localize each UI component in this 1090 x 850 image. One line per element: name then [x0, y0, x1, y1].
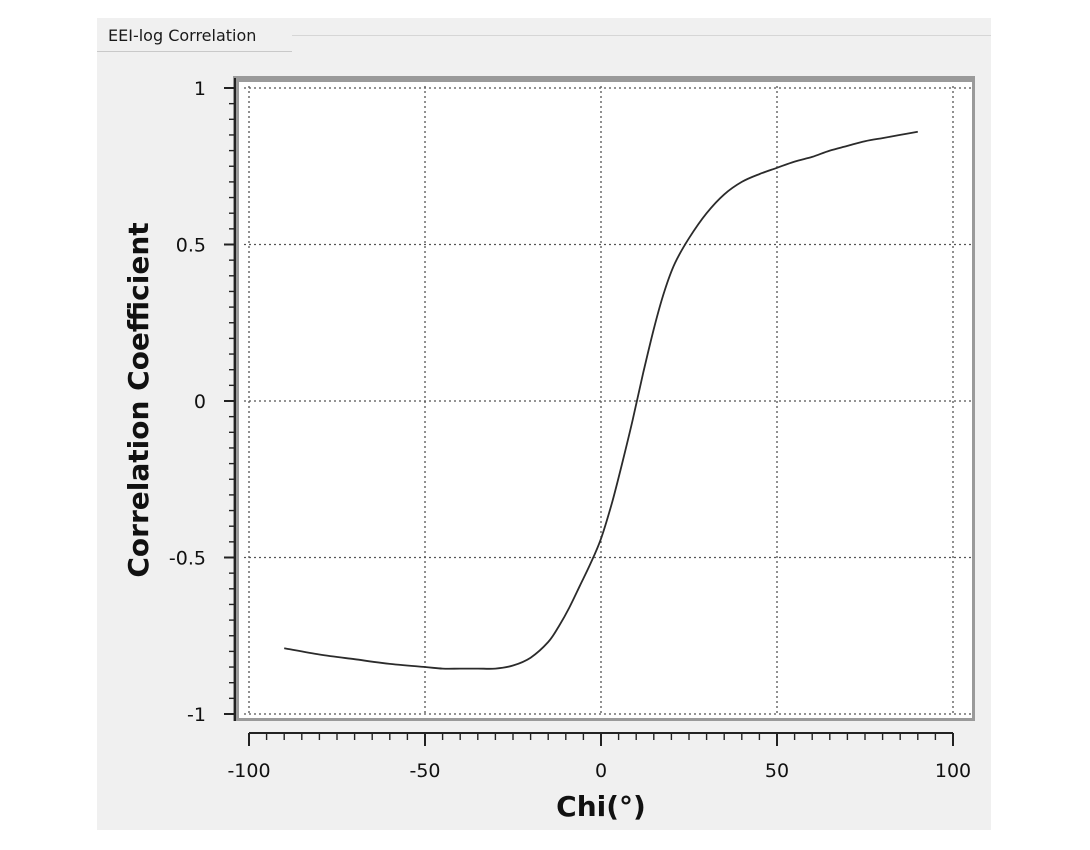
grid-layer — [244, 86, 972, 716]
x-tick-label: -100 — [227, 760, 270, 782]
plot-area — [239, 82, 972, 718]
y-axis: 1 0.5 0 -0.5 -1 — [169, 78, 236, 726]
panel-title-divider — [292, 35, 991, 36]
x-tick-label: 100 — [935, 760, 971, 782]
y-axis-label: Correlation Coefficient — [122, 222, 155, 577]
y-tick-label: 1 — [194, 78, 206, 100]
x-tick-label: 0 — [595, 760, 607, 782]
series-layer — [284, 130, 918, 670]
x-tick-label: 50 — [765, 760, 789, 782]
y-tick-label: -0.5 — [169, 548, 206, 570]
correlation-curve — [284, 130, 918, 670]
x-axis-label: Chi(°) — [556, 790, 646, 823]
y-tick-label: 0.5 — [176, 235, 206, 257]
x-axis: -100 -50 0 50 100 — [227, 732, 971, 782]
y-tick-label: 0 — [194, 391, 206, 413]
y-tick-label: -1 — [187, 704, 206, 726]
panel-title: EEI-log Correlation — [108, 26, 257, 45]
x-tick-label: -50 — [409, 760, 440, 782]
panel-title-tab — [97, 18, 292, 52]
